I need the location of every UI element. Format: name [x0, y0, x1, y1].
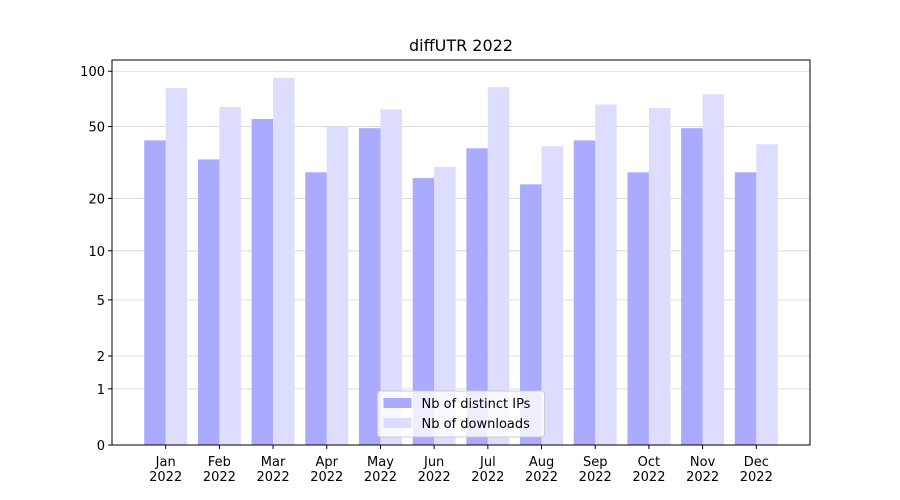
- bar: [358, 128, 381, 445]
- x-tick-label: Dec 2022: [740, 455, 773, 485]
- x-tick-label: Nov 2022: [686, 455, 719, 485]
- x-tick-label: Feb 2022: [203, 455, 236, 485]
- bar: [273, 77, 295, 445]
- x-tick-label: Apr 2022: [310, 455, 343, 485]
- legend: Nb of distinct IPs Nb of downloads: [377, 390, 545, 438]
- bar: [251, 118, 274, 445]
- y-tick-label: 100: [80, 65, 105, 80]
- y-tick-label: 20: [88, 192, 105, 207]
- bar: [487, 87, 510, 445]
- legend-swatch: [383, 398, 412, 408]
- legend-label: Nb of downloads: [422, 417, 531, 432]
- x-tick-label: Sep 2022: [579, 455, 612, 485]
- x-tick-label: Jan 2022: [149, 455, 182, 485]
- x-tick-label: Jul 2022: [471, 455, 504, 485]
- plot-frame: [111, 59, 811, 446]
- bar: [627, 172, 649, 445]
- x-tick-label: May 2022: [364, 455, 397, 485]
- y-tick-label: 2: [97, 350, 105, 365]
- y-tick-label: 10: [88, 245, 105, 260]
- bar: [380, 109, 402, 445]
- bar: [326, 126, 349, 445]
- y-tick-label: 0: [97, 439, 105, 454]
- bar: [573, 140, 596, 446]
- bar: [734, 172, 757, 445]
- bar: [144, 140, 166, 446]
- x-tick-label: Aug 2022: [525, 455, 558, 485]
- bar: [595, 104, 617, 445]
- legend-box: [377, 390, 545, 438]
- y-tick-label: 50: [88, 121, 105, 136]
- x-tick-label: Jun 2022: [418, 455, 451, 485]
- bar: [520, 184, 542, 445]
- legend-swatch: [383, 418, 412, 428]
- y-tick-label: 1: [97, 383, 105, 398]
- bar: [756, 144, 778, 445]
- bar: [466, 148, 488, 445]
- bar: [434, 166, 456, 445]
- bar: [648, 108, 671, 445]
- bar: [197, 159, 220, 445]
- x-tick-label: Oct 2022: [632, 455, 665, 485]
- bar: [681, 128, 703, 445]
- bar: [165, 88, 188, 445]
- bar: [702, 94, 725, 445]
- chart-title: diffUTR 2022: [409, 36, 513, 55]
- x-tick-label: Mar 2022: [257, 455, 290, 485]
- legend-label: Nb of distinct IPs: [422, 397, 531, 412]
- bar: [305, 172, 327, 445]
- bar: [219, 106, 241, 445]
- bar: [412, 178, 435, 446]
- y-tick-label: 5: [97, 294, 105, 309]
- bar: [541, 146, 564, 446]
